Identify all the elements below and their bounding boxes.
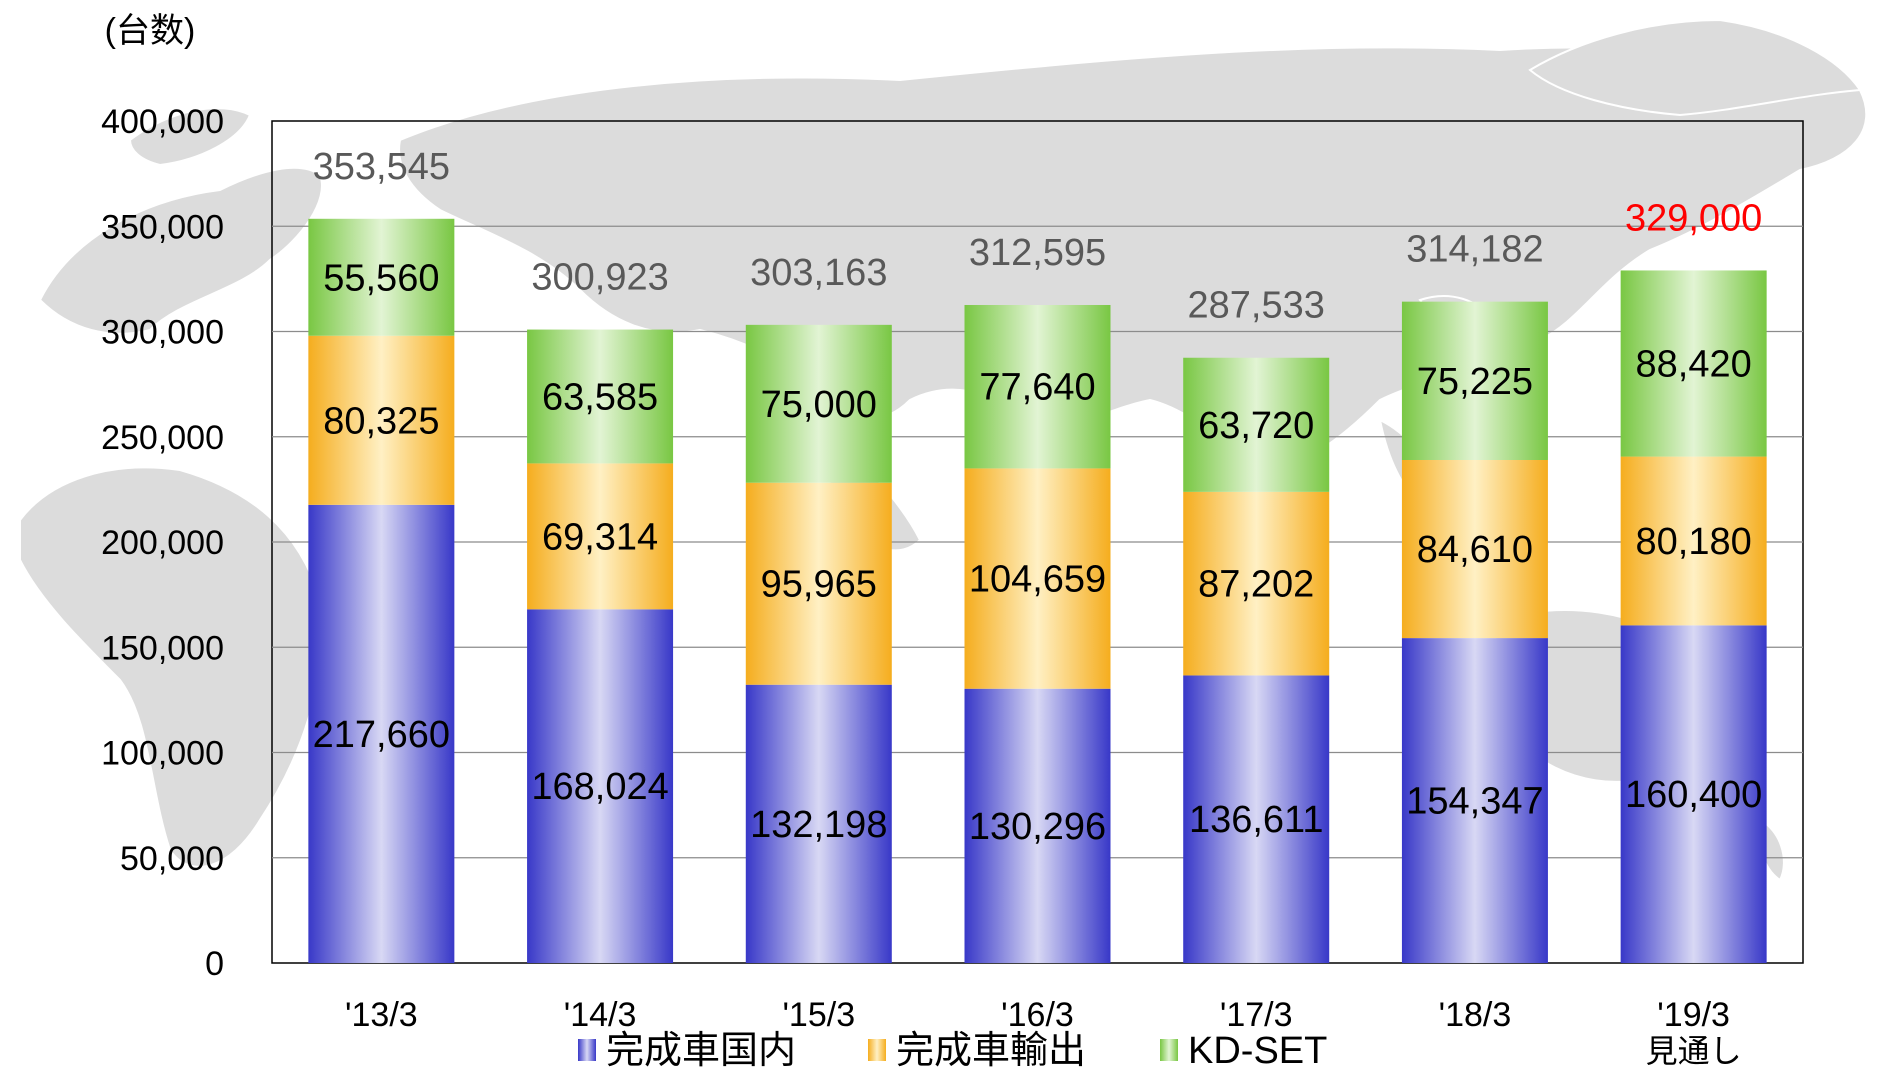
data-label: 136,611 [1189,799,1324,841]
y-tick-label: 350,000 [101,208,224,246]
data-label: 63,720 [1198,405,1314,447]
x-tick-label: '19/3 [1657,996,1730,1034]
legend: 完成車国内 完成車輸出 KD-SET [578,1030,1327,1072]
bar-segment [964,304,1111,469]
data-label: 130,296 [969,806,1106,848]
data-label: 75,225 [1417,361,1533,403]
bar-segment [1401,638,1548,963]
y-tick-label: 250,000 [101,419,224,457]
y-tick-label: 100,000 [101,735,224,773]
data-label: 217,660 [313,714,450,756]
data-label: 80,180 [1636,521,1752,563]
y-tick-label: 150,000 [101,629,224,667]
x-tick-label: '18/3 [1439,996,1512,1034]
data-label: 168,024 [531,766,668,808]
data-label: 75,000 [761,384,877,426]
bar-segment [1183,357,1330,492]
y-tick-label: 50,000 [120,840,224,878]
bar-segment [1620,456,1767,626]
x-tick-label: '13/3 [345,996,418,1034]
total-label: 312,595 [969,232,1106,274]
total-label: 303,163 [750,252,887,294]
legend-label: 完成車輸出 [896,1030,1086,1072]
y-tick-label: 0 [205,945,224,983]
bar-segment [308,335,455,505]
legend-swatch [1160,1039,1178,1061]
bar-segment [527,329,674,464]
x-tick-note: 見通し [1646,1033,1742,1069]
data-label: 104,659 [969,559,1106,601]
data-label: 69,314 [542,516,658,558]
y-axis: 0 50,000 100,000 150,000 200,000 250,000 300,0… [101,103,224,983]
data-label: 55,560 [323,257,439,299]
legend-swatch [578,1039,596,1061]
x-tick-label: '17/3 [1220,996,1293,1034]
legend-label: 完成車国内 [606,1030,796,1072]
bar-segment [308,218,455,336]
bar-segment [1183,491,1330,676]
data-label: 77,640 [979,367,1095,409]
data-label: 84,610 [1417,529,1533,571]
legend-swatch [868,1039,886,1061]
data-label: 154,347 [1406,781,1543,823]
total-label: 353,545 [313,146,450,188]
world-map-background [19,18,1868,882]
x-tick-label: '14/3 [564,996,637,1034]
x-tick-label: '15/3 [782,996,855,1034]
bar-segment [308,504,455,963]
bar-segment [527,609,674,963]
bar-segment [1183,675,1330,963]
bar-segment [1401,301,1548,460]
data-label: 160,400 [1625,774,1762,816]
bar-segment [527,463,674,610]
x-tick-label: '16/3 [1001,996,1074,1034]
bar-segment [1620,270,1767,457]
y-tick-label: 300,000 [101,314,224,352]
y-tick-label: 400,000 [101,103,224,141]
data-label: 88,420 [1636,344,1752,386]
data-labels-group: 217,660 80,325 55,560 353,545 168,024 69,314 6… [313,146,1763,848]
bar-segment [745,684,892,963]
total-label: 314,182 [1406,229,1543,271]
bar-segment [1401,459,1548,639]
total-label: 300,923 [531,257,668,299]
y-tick-label: 200,000 [101,524,224,562]
bar-segment [745,482,892,685]
data-label: 95,965 [761,564,877,606]
unit-label: (台数) [105,12,196,50]
data-label: 87,202 [1198,564,1314,606]
legend-label: KD-SET [1188,1030,1327,1072]
data-label: 80,325 [323,400,439,442]
data-label: 63,585 [542,376,658,418]
bar-segment [745,324,892,483]
bar-segment [964,688,1111,963]
bar-segment [1620,625,1767,963]
total-label: 287,533 [1188,285,1325,327]
total-label: 329,000 [1625,197,1762,239]
data-label: 132,198 [750,804,887,846]
bar-segment [964,468,1111,689]
bars-group [308,218,1767,963]
